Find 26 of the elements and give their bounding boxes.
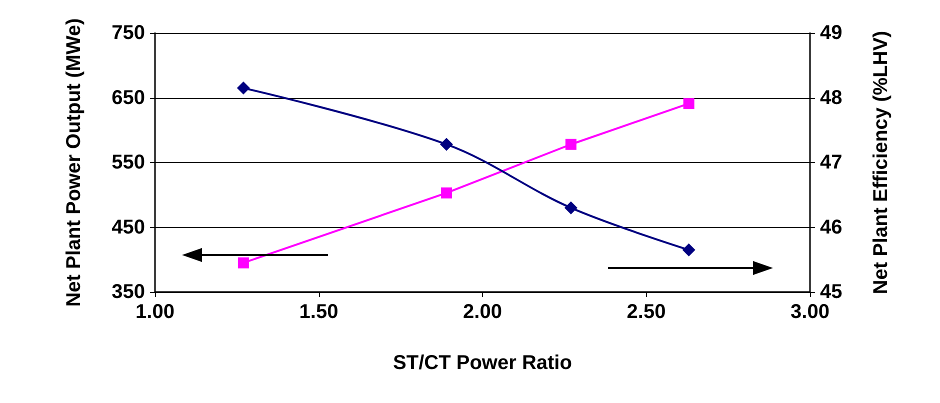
point: [440, 138, 453, 151]
y2-tick-label: 46: [820, 216, 842, 238]
y-tick-label: 550: [112, 152, 145, 174]
point: [683, 98, 694, 110]
point: [236, 82, 250, 95]
y2-tick-label: 49: [820, 22, 842, 44]
y2-tick-label: 45: [820, 281, 842, 303]
point: [440, 187, 452, 198]
y-tick-label: 750: [112, 22, 145, 44]
y2-axis-title: Net Plant Efficiency (%LHV): [870, 30, 892, 294]
x-tick-label: 2.00: [463, 301, 502, 323]
y2-tick-label: 48: [820, 86, 842, 109]
x-tick-label: 3.00: [790, 301, 830, 323]
x-tick-label: 1.50: [299, 301, 338, 323]
y-tick-label: 650: [112, 86, 145, 109]
y-axis-title: Net Plant Power Output (MWe): [63, 18, 85, 307]
x-tick-label: 1.00: [136, 301, 174, 323]
point: [238, 257, 249, 268]
point: [564, 201, 578, 214]
x-tick-label: 2.50: [626, 301, 666, 323]
y-tick-label: 350: [112, 281, 145, 303]
x-axis-title: ST/CT Power Ratio: [393, 352, 572, 374]
y2-tick-label: 47: [820, 152, 842, 174]
point: [682, 243, 696, 256]
point: [565, 138, 576, 150]
y-tick-label: 450: [112, 216, 145, 238]
